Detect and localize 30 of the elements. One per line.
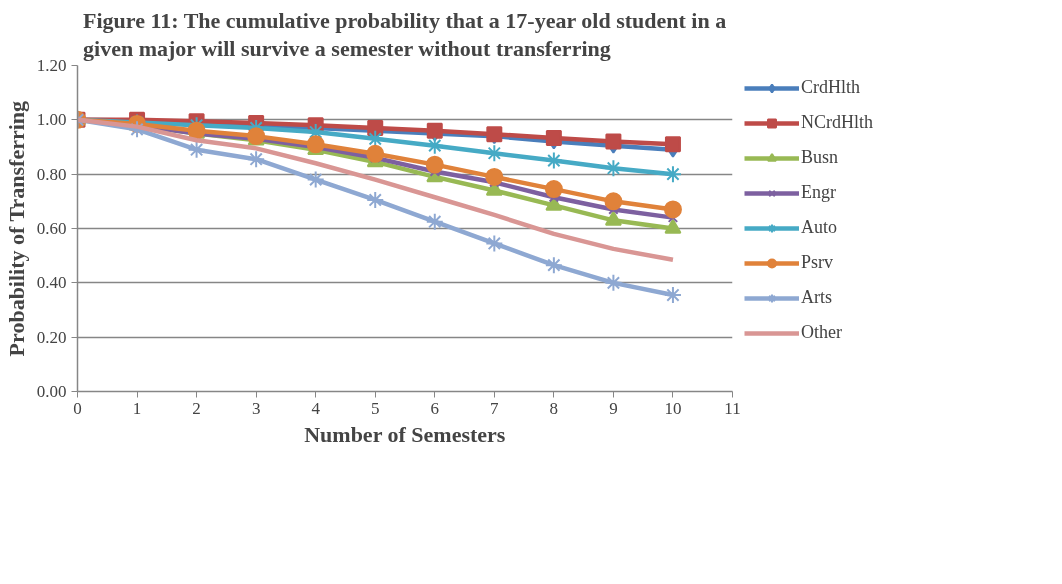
x-tick-label: 7 — [490, 398, 500, 418]
x-tick-label: 3 — [251, 398, 261, 418]
x-tick-label: 5 — [370, 398, 380, 418]
y-tick-label: 0.60 — [36, 219, 67, 238]
y-tick-label: 1.20 — [36, 56, 67, 75]
x-tick-label: 10 — [664, 398, 682, 418]
legend-label: Other — [801, 322, 842, 343]
legend-label: Busn — [801, 147, 839, 168]
y-tick-label: 0.80 — [36, 164, 67, 184]
x-tick-label: 11 — [724, 398, 741, 418]
legend-label: Auto — [801, 217, 837, 238]
legend-label: NCrdHlth — [801, 112, 873, 133]
legend-label: Arts — [801, 287, 832, 308]
legend-label: Engr — [801, 182, 836, 203]
legend-label: CrdHlth — [801, 77, 861, 98]
y-tick-label: 0.00 — [36, 382, 67, 401]
x-tick-label: 1 — [132, 398, 142, 418]
x-tick-label: 8 — [549, 398, 559, 418]
x-tick-label: 9 — [609, 398, 618, 418]
x-axis-title: Number of Semesters — [304, 421, 506, 447]
x-tick-label: 2 — [192, 398, 201, 418]
legend-label: Psrv — [801, 252, 834, 273]
y-tick-label: 0.40 — [36, 273, 67, 293]
y-axis-title: Probability of Transferring — [3, 100, 29, 357]
chart-title: Figure 11: The cumulative probability that a 17-year old student in a given major will survive a semester without transferring — [83, 8, 727, 61]
x-tick-label: 0 — [73, 398, 82, 418]
x-tick-label: 6 — [430, 398, 440, 418]
y-tick-label: 0.20 — [36, 327, 67, 347]
y-tick-label: 1.00 — [36, 110, 67, 130]
x-tick-label: 4 — [311, 398, 321, 418]
